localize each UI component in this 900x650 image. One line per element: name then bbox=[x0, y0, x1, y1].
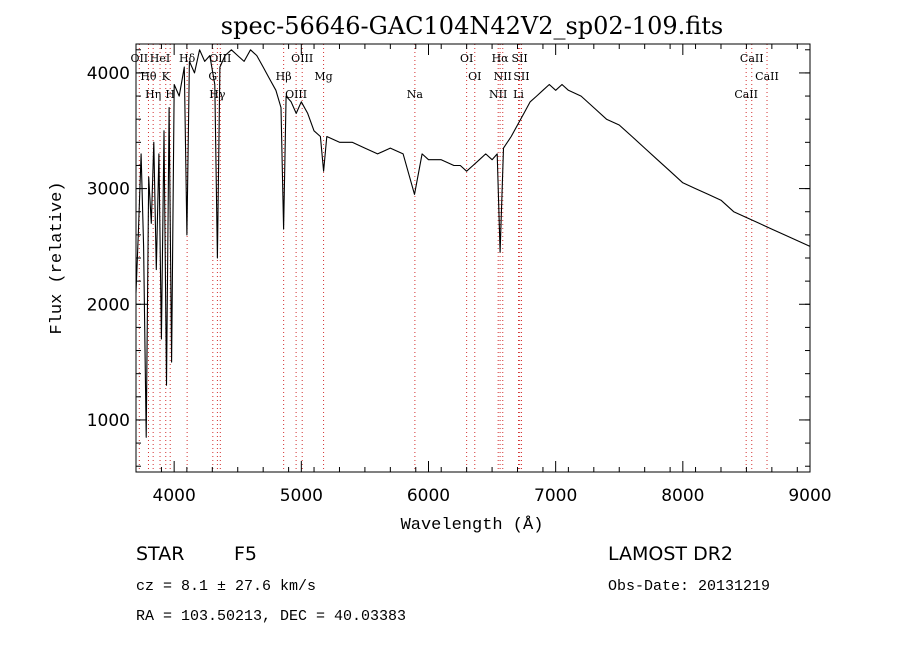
line-label: OI bbox=[460, 52, 473, 65]
object-class: STAR bbox=[136, 543, 184, 565]
line-label: Hη bbox=[145, 88, 161, 101]
line-label: Hθ bbox=[140, 70, 157, 83]
line-label: Hβ bbox=[276, 70, 292, 83]
line-label: OII bbox=[130, 52, 148, 65]
line-label: OI bbox=[468, 70, 481, 83]
y-tick-label: 4000 bbox=[87, 64, 130, 84]
spectral-line-labels: OIIHθHηHeIKHHδGHγOIIIHβOIIIOIIIMgNaOIOIN… bbox=[130, 52, 778, 101]
axes: 4000 5000 6000 7000 8000 9000 1000 2000 3000 4000 bbox=[87, 44, 832, 506]
observation-date: Obs-Date: 20131219 bbox=[608, 578, 770, 595]
spectrum-line bbox=[135, 49, 811, 438]
y-tick-label: 3000 bbox=[87, 180, 130, 200]
line-label: K bbox=[162, 70, 171, 83]
coordinates: RA = 103.50213, DEC = 40.03383 bbox=[136, 608, 406, 625]
line-label: NII bbox=[494, 70, 512, 83]
line-label: CaII bbox=[740, 52, 764, 65]
line-label: HeI bbox=[150, 52, 170, 65]
x-tick-label: 6000 bbox=[407, 486, 450, 506]
line-label: OIII bbox=[285, 88, 307, 101]
line-label: G bbox=[208, 70, 217, 83]
line-label: H bbox=[165, 88, 175, 101]
x-tick-label: 5000 bbox=[280, 486, 323, 506]
line-label: SII bbox=[512, 52, 528, 65]
redshift-cz: cz = 8.1 ± 27.6 km/s bbox=[136, 578, 316, 595]
spectrum-series bbox=[135, 49, 811, 438]
line-label: NII bbox=[489, 88, 507, 101]
y-tick-label: 1000 bbox=[87, 411, 130, 431]
spectral-line-markers bbox=[138, 44, 768, 472]
x-tick-label: 7000 bbox=[534, 486, 577, 506]
line-label: CaII bbox=[755, 70, 779, 83]
plot-frame bbox=[135, 43, 811, 473]
line-label: CaII bbox=[734, 88, 758, 101]
x-axis-label: Wavelength (Å) bbox=[401, 516, 544, 535]
line-label: SII bbox=[513, 70, 529, 83]
x-tick-label: 8000 bbox=[661, 486, 704, 506]
line-label: Mg bbox=[314, 70, 332, 83]
info-block: STAR F5 cz = 8.1 ± 27.6 km/s RA = 103.50… bbox=[136, 543, 770, 625]
y-axis-label: Flux (relative) bbox=[48, 181, 67, 334]
line-label: Hα bbox=[492, 52, 510, 65]
line-label: OIII bbox=[291, 52, 313, 65]
survey-name: LAMOST DR2 bbox=[608, 543, 733, 565]
subclass: F5 bbox=[234, 543, 257, 565]
line-label: OIII bbox=[209, 52, 231, 65]
x-tick-label: 9000 bbox=[788, 486, 831, 506]
chart-title: spec-56646-GAC104N42V2_sp02-109.fits bbox=[221, 12, 723, 40]
y-tick-label: 2000 bbox=[87, 295, 130, 315]
line-label: Hγ bbox=[209, 88, 226, 101]
line-label: Na bbox=[407, 88, 424, 101]
x-tick-label: 4000 bbox=[153, 486, 196, 506]
line-label: Li bbox=[513, 88, 524, 101]
line-label: Hδ bbox=[179, 52, 196, 65]
